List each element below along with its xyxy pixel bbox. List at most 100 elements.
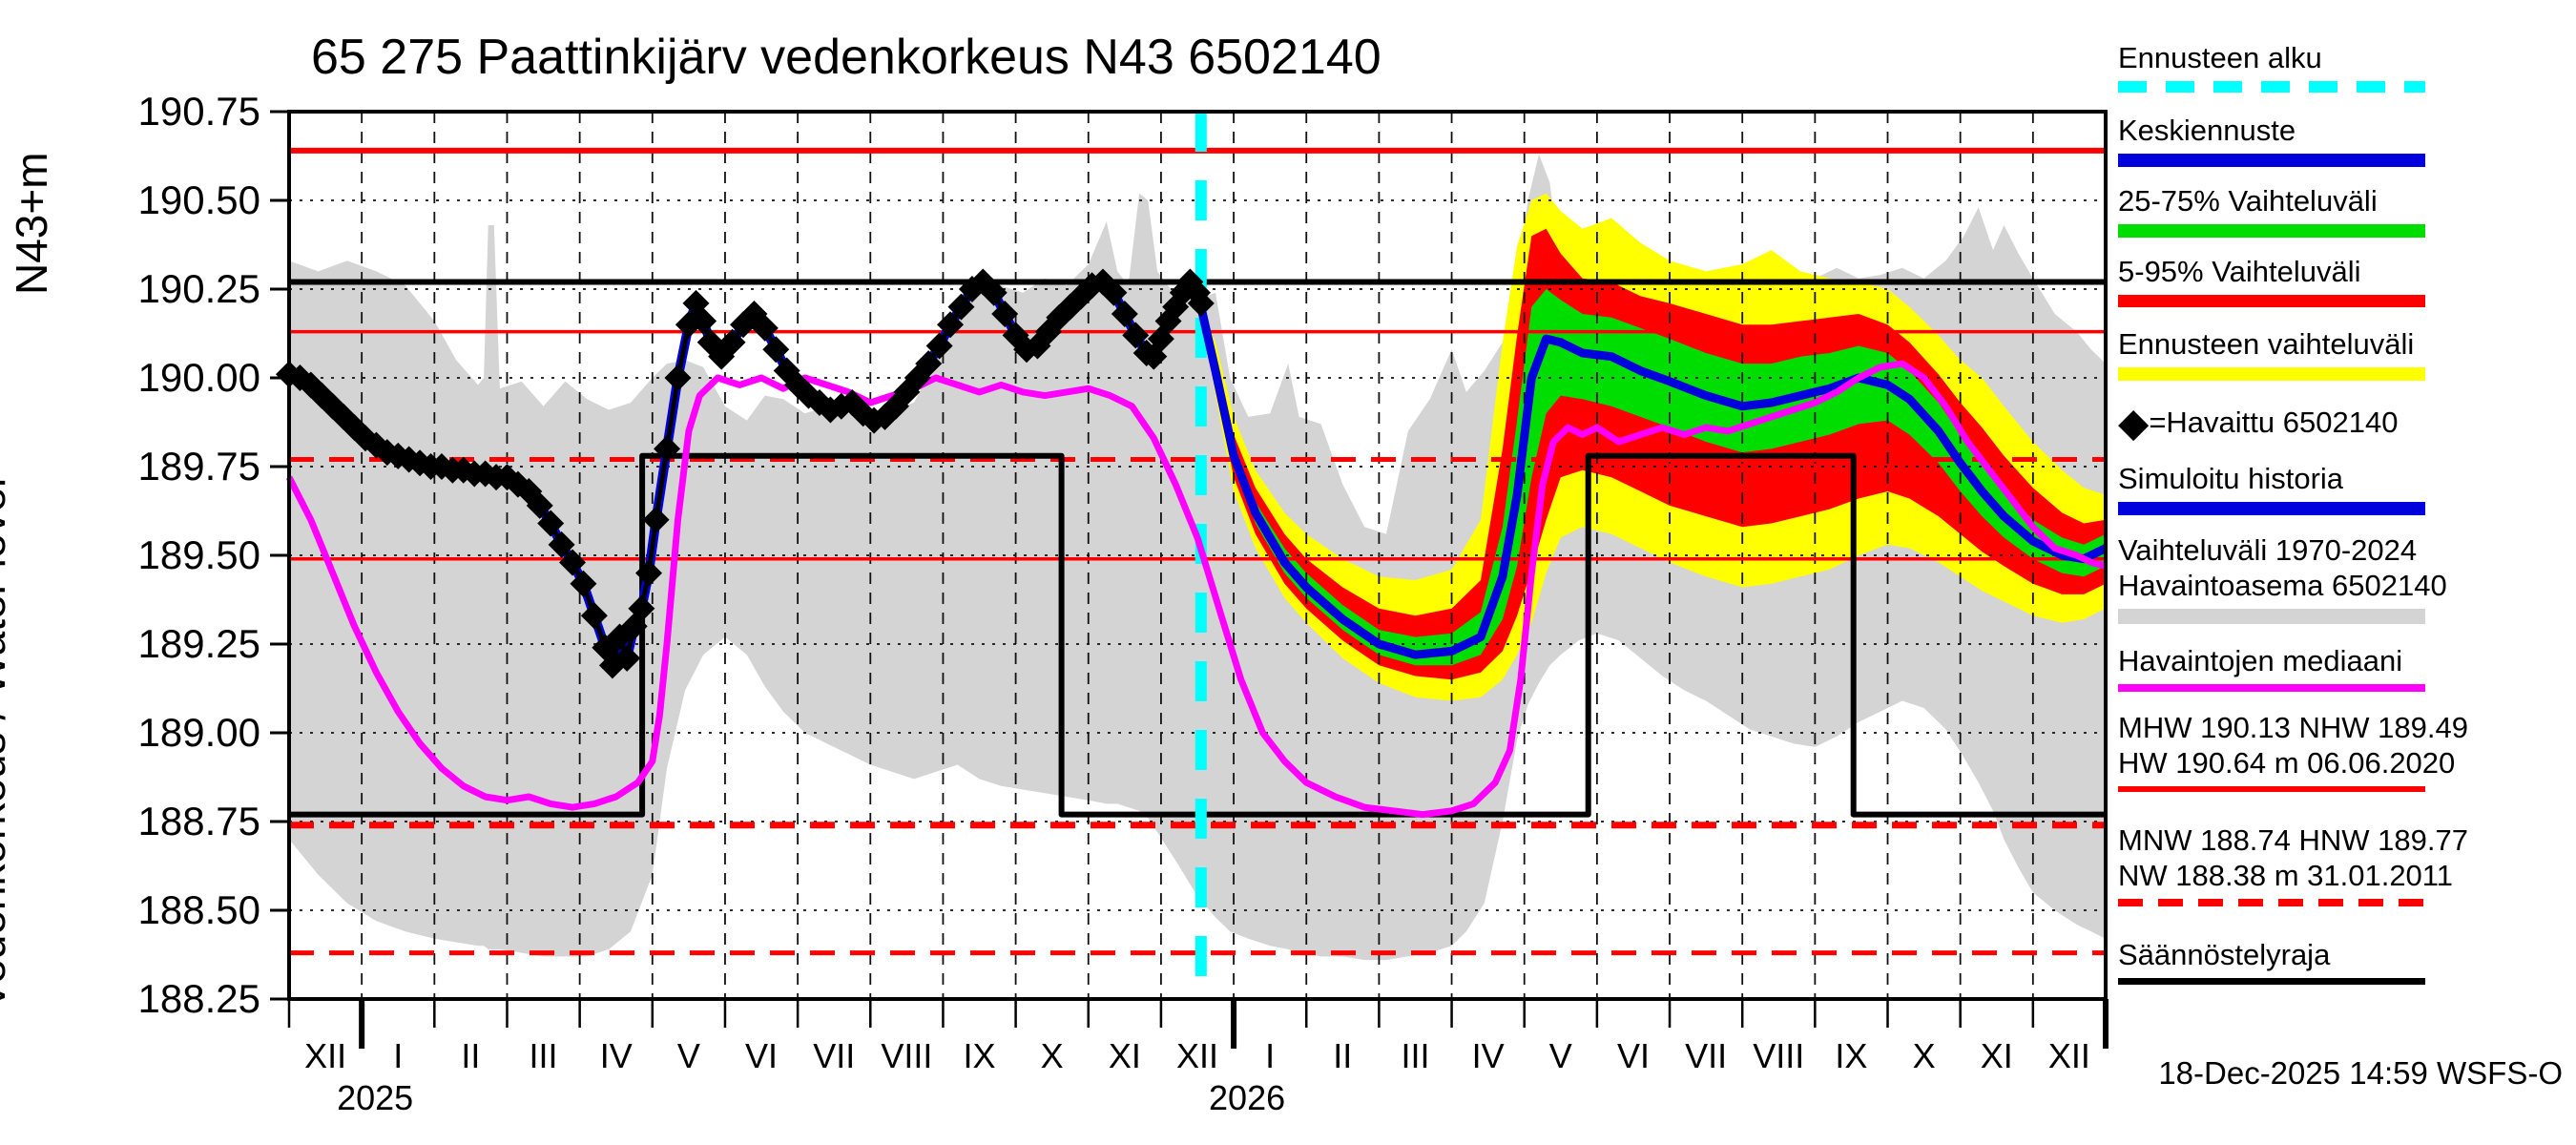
month-label: VII (813, 1036, 855, 1075)
observed-diamond-marker (991, 301, 1019, 328)
legend-item-1: Ennusteen alku (2118, 40, 2425, 93)
observed-diamond-marker (548, 531, 575, 558)
month-label: VIII (881, 1036, 932, 1075)
observed-diamond-marker (664, 364, 692, 391)
observed-diamond-marker (947, 293, 975, 321)
observed-diamond-marker (762, 336, 790, 364)
observed-diamond-marker (570, 570, 597, 597)
observed-diamond-marker (958, 276, 986, 302)
observed-diamond-marker (937, 311, 965, 339)
month-label: II (1333, 1036, 1352, 1075)
legend-item-label: Havaintojen mediaani (2118, 644, 2403, 677)
legend-item-label: Säännöstelyraja (2118, 938, 2331, 971)
observed-diamond-icon: ◆ (2118, 400, 2150, 445)
legend-swatch-black (2118, 978, 2425, 985)
legend-item-4: 5-95% Vaihteluväli (2118, 254, 2425, 307)
observed-diamond-marker (751, 314, 779, 342)
month-label: VIII (1753, 1036, 1804, 1075)
y-tick-label: 188.75 (138, 799, 260, 843)
observed-diamond-marker (915, 350, 943, 378)
y-tick-label: 189.25 (138, 621, 260, 666)
observed-diamond-marker (526, 491, 553, 519)
observed-diamond-marker (537, 510, 565, 537)
observed-diamond-marker (1187, 289, 1215, 317)
legend-item-label: Ennusteen alku (2118, 41, 2322, 74)
y-tick-label: 188.50 (138, 887, 260, 932)
month-label: XI (1109, 1036, 1141, 1075)
legend-item-label: Keskiennuste (2118, 114, 2296, 147)
month-label: I (1265, 1036, 1275, 1075)
legend-item-12: Säännöstelyraja (2118, 937, 2425, 985)
observed-diamond-marker (1111, 301, 1138, 328)
observed-diamond-marker (559, 549, 587, 576)
observed-diamond-marker (642, 506, 670, 533)
month-label: II (461, 1036, 480, 1075)
month-label: III (1401, 1036, 1429, 1075)
observed-diamond-marker (1100, 279, 1128, 306)
legend-swatch-red-thin (2118, 786, 2425, 792)
legend-item-label: 25-75% Vaihteluväli (2118, 184, 2378, 218)
month-label: X (1041, 1036, 1064, 1075)
legend-swatch-green (2118, 224, 2425, 238)
month-label: III (530, 1036, 558, 1075)
year-label: 2026 (1209, 1078, 1285, 1117)
chart-title: 65 275 Paattinkijärv vedenkorkeus N43 65… (311, 30, 1381, 85)
y-tick-label: 189.75 (138, 444, 260, 489)
y-tick-label: 190.50 (138, 177, 260, 222)
legend-item-label: MHW 190.13 NHW 189.49 (2118, 711, 2468, 744)
legend-item-label-2: HW 190.64 m 06.06.2020 (2118, 746, 2456, 780)
legend-item-11: MNW 188.74 HNW 189.77 NW 188.38 m 31.01.2… (2118, 822, 2468, 906)
observed-diamond-marker (980, 279, 1008, 306)
y-tick-label: 190.75 (138, 89, 260, 134)
legend-swatch-red (2118, 295, 2425, 307)
legend-swatch-gray (2118, 609, 2425, 624)
legend-item-label: MNW 188.74 HNW 189.77 (2118, 823, 2468, 857)
legend-item-label-2: NW 188.38 m 31.01.2011 (2118, 859, 2453, 892)
month-label: XII (1176, 1036, 1218, 1075)
legend-item-label: Simuloitu historia (2118, 462, 2344, 495)
legend-swatch-blue (2118, 502, 2425, 515)
observed-diamond-marker (628, 594, 655, 622)
legend-swatch-blue (2118, 154, 2425, 167)
y-tick-label: 189.50 (138, 532, 260, 577)
y-tick-label: 188.25 (138, 976, 260, 1021)
legend-item-3: 25-75% Vaihteluväli (2118, 183, 2425, 238)
timestamp: 18-Dec-2025 14:59 WSFS-O (2158, 1055, 2563, 1091)
month-label: V (677, 1036, 700, 1075)
regulation-lower-line (289, 452, 2106, 818)
month-label: V (1549, 1036, 1572, 1075)
legend-swatch-cyan-dashed (2118, 81, 2425, 93)
legend-item-label: ◆=Havaittu 6502140 (2118, 400, 2399, 445)
legend-item-label: Vaihteluväli 1970-2024 (2118, 533, 2418, 567)
month-label: X (1913, 1036, 1936, 1075)
legend-item-label: Ennusteen vaihteluväli (2118, 327, 2415, 361)
observed-diamond-marker (471, 460, 499, 488)
legend-item-label-2: Havaintoasema 6502140 (2118, 569, 2447, 602)
legend-swatch-yellow (2118, 367, 2425, 381)
legend-item-7: Simuloitu historia (2118, 461, 2425, 515)
month-label: VI (745, 1036, 778, 1075)
legend-item-label: 5-95% Vaihteluväli (2118, 255, 2361, 288)
month-label: IX (964, 1036, 996, 1075)
month-label: XII (2048, 1036, 2090, 1075)
forecast-mean-line (1196, 305, 2108, 659)
y-tick-label: 189.00 (138, 710, 260, 755)
observed-diamond-marker (580, 602, 608, 630)
legend-item-2: Keskiennuste (2118, 113, 2425, 167)
month-label: I (393, 1036, 403, 1075)
median-line (285, 360, 2107, 819)
legend-item-6: ◆=Havaittu 6502140 (2118, 400, 2399, 445)
observed-diamond-marker (654, 435, 681, 463)
month-label: IX (1835, 1036, 1867, 1075)
legend-item-5: Ennusteen vaihteluväli (2118, 326, 2425, 381)
legend-item-8: Vaihteluväli 1970-2024 Havaintoasema 6502… (2118, 532, 2447, 624)
month-label: VII (1685, 1036, 1727, 1075)
y-tick-label: 190.25 (138, 266, 260, 311)
observed-diamond-marker (634, 559, 662, 587)
month-label: VI (1617, 1036, 1650, 1075)
observed-diamond-marker (613, 644, 641, 672)
month-label: XI (1981, 1036, 2013, 1075)
legend-swatch-magenta (2118, 684, 2425, 692)
